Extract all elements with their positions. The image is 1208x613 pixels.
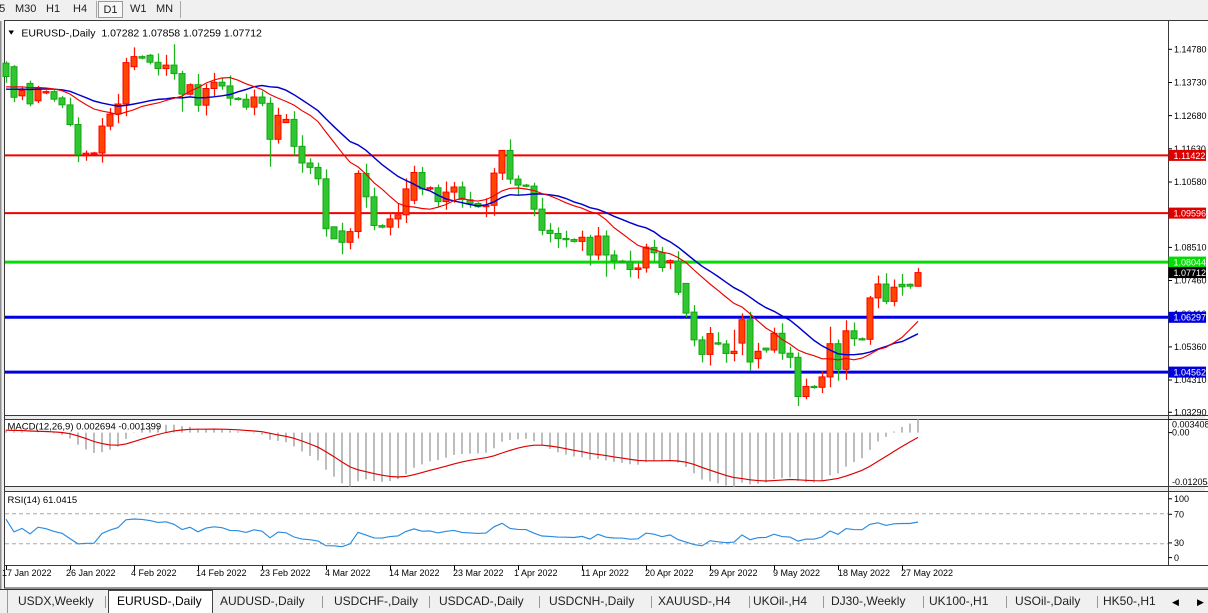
- svg-text:1.04310: 1.04310: [1174, 375, 1207, 385]
- svg-text:11 Apr 2022: 11 Apr 2022: [581, 568, 629, 578]
- svg-text:0: 0: [1174, 553, 1179, 563]
- svg-text:30: 30: [1174, 538, 1184, 548]
- svg-text:1.14780: 1.14780: [1174, 45, 1207, 55]
- svg-text:4 Mar 2022: 4 Mar 2022: [325, 568, 371, 578]
- svg-text:EURUSD-,Daily 1.07282 1.07858: EURUSD-,Daily 1.07282 1.07858 1.07259 1.…: [21, 28, 262, 40]
- svg-text:1.06297: 1.06297: [1174, 313, 1207, 323]
- svg-text:1 Apr 2022: 1 Apr 2022: [514, 568, 558, 578]
- svg-text:70: 70: [1174, 510, 1184, 520]
- svg-text:17 Jan 2022: 17 Jan 2022: [2, 568, 52, 578]
- svg-text:1.09596: 1.09596: [1174, 209, 1207, 219]
- svg-text:1.11630: 1.11630: [1174, 144, 1206, 154]
- svg-text:26 Jan 2022: 26 Jan 2022: [66, 568, 116, 578]
- svg-text:9 May 2022: 9 May 2022: [773, 568, 820, 578]
- svg-text:0.00: 0.00: [1172, 428, 1190, 438]
- svg-text:1.11422: 1.11422: [1174, 151, 1206, 161]
- svg-text:-0.012054: -0.012054: [1172, 477, 1208, 487]
- svg-text:23 Mar 2022: 23 Mar 2022: [453, 568, 504, 578]
- svg-text:0.003408: 0.003408: [1172, 420, 1208, 430]
- svg-text:1.07460: 1.07460: [1174, 276, 1207, 286]
- svg-text:100: 100: [1174, 494, 1189, 504]
- svg-text:1.04562: 1.04562: [1174, 368, 1207, 378]
- svg-text:MACD(12,26,9) 0.002694 -0.0013: MACD(12,26,9) 0.002694 -0.001399: [8, 421, 162, 432]
- svg-text:1.08510: 1.08510: [1174, 243, 1207, 253]
- svg-text:14 Mar 2022: 14 Mar 2022: [389, 568, 440, 578]
- svg-text:4 Feb 2022: 4 Feb 2022: [131, 568, 177, 578]
- svg-text:RSI(14) 61.0415: RSI(14) 61.0415: [8, 495, 78, 506]
- svg-text:1.13730: 1.13730: [1174, 78, 1207, 88]
- svg-text:1.07712: 1.07712: [1174, 268, 1207, 278]
- svg-text:18 May 2022: 18 May 2022: [838, 568, 890, 578]
- svg-text:14 Feb 2022: 14 Feb 2022: [196, 568, 247, 578]
- svg-text:29 Apr 2022: 29 Apr 2022: [709, 568, 758, 578]
- svg-text:1.12680: 1.12680: [1174, 111, 1207, 121]
- svg-text:23 Feb 2022: 23 Feb 2022: [260, 568, 311, 578]
- svg-text:1.03290: 1.03290: [1174, 408, 1207, 418]
- svg-text:27 May 2022: 27 May 2022: [901, 568, 953, 578]
- svg-text:20 Apr 2022: 20 Apr 2022: [645, 568, 694, 578]
- svg-text:1.05360: 1.05360: [1174, 342, 1207, 352]
- svg-text:1.08044: 1.08044: [1174, 258, 1207, 268]
- svg-text:1.10580: 1.10580: [1174, 177, 1207, 187]
